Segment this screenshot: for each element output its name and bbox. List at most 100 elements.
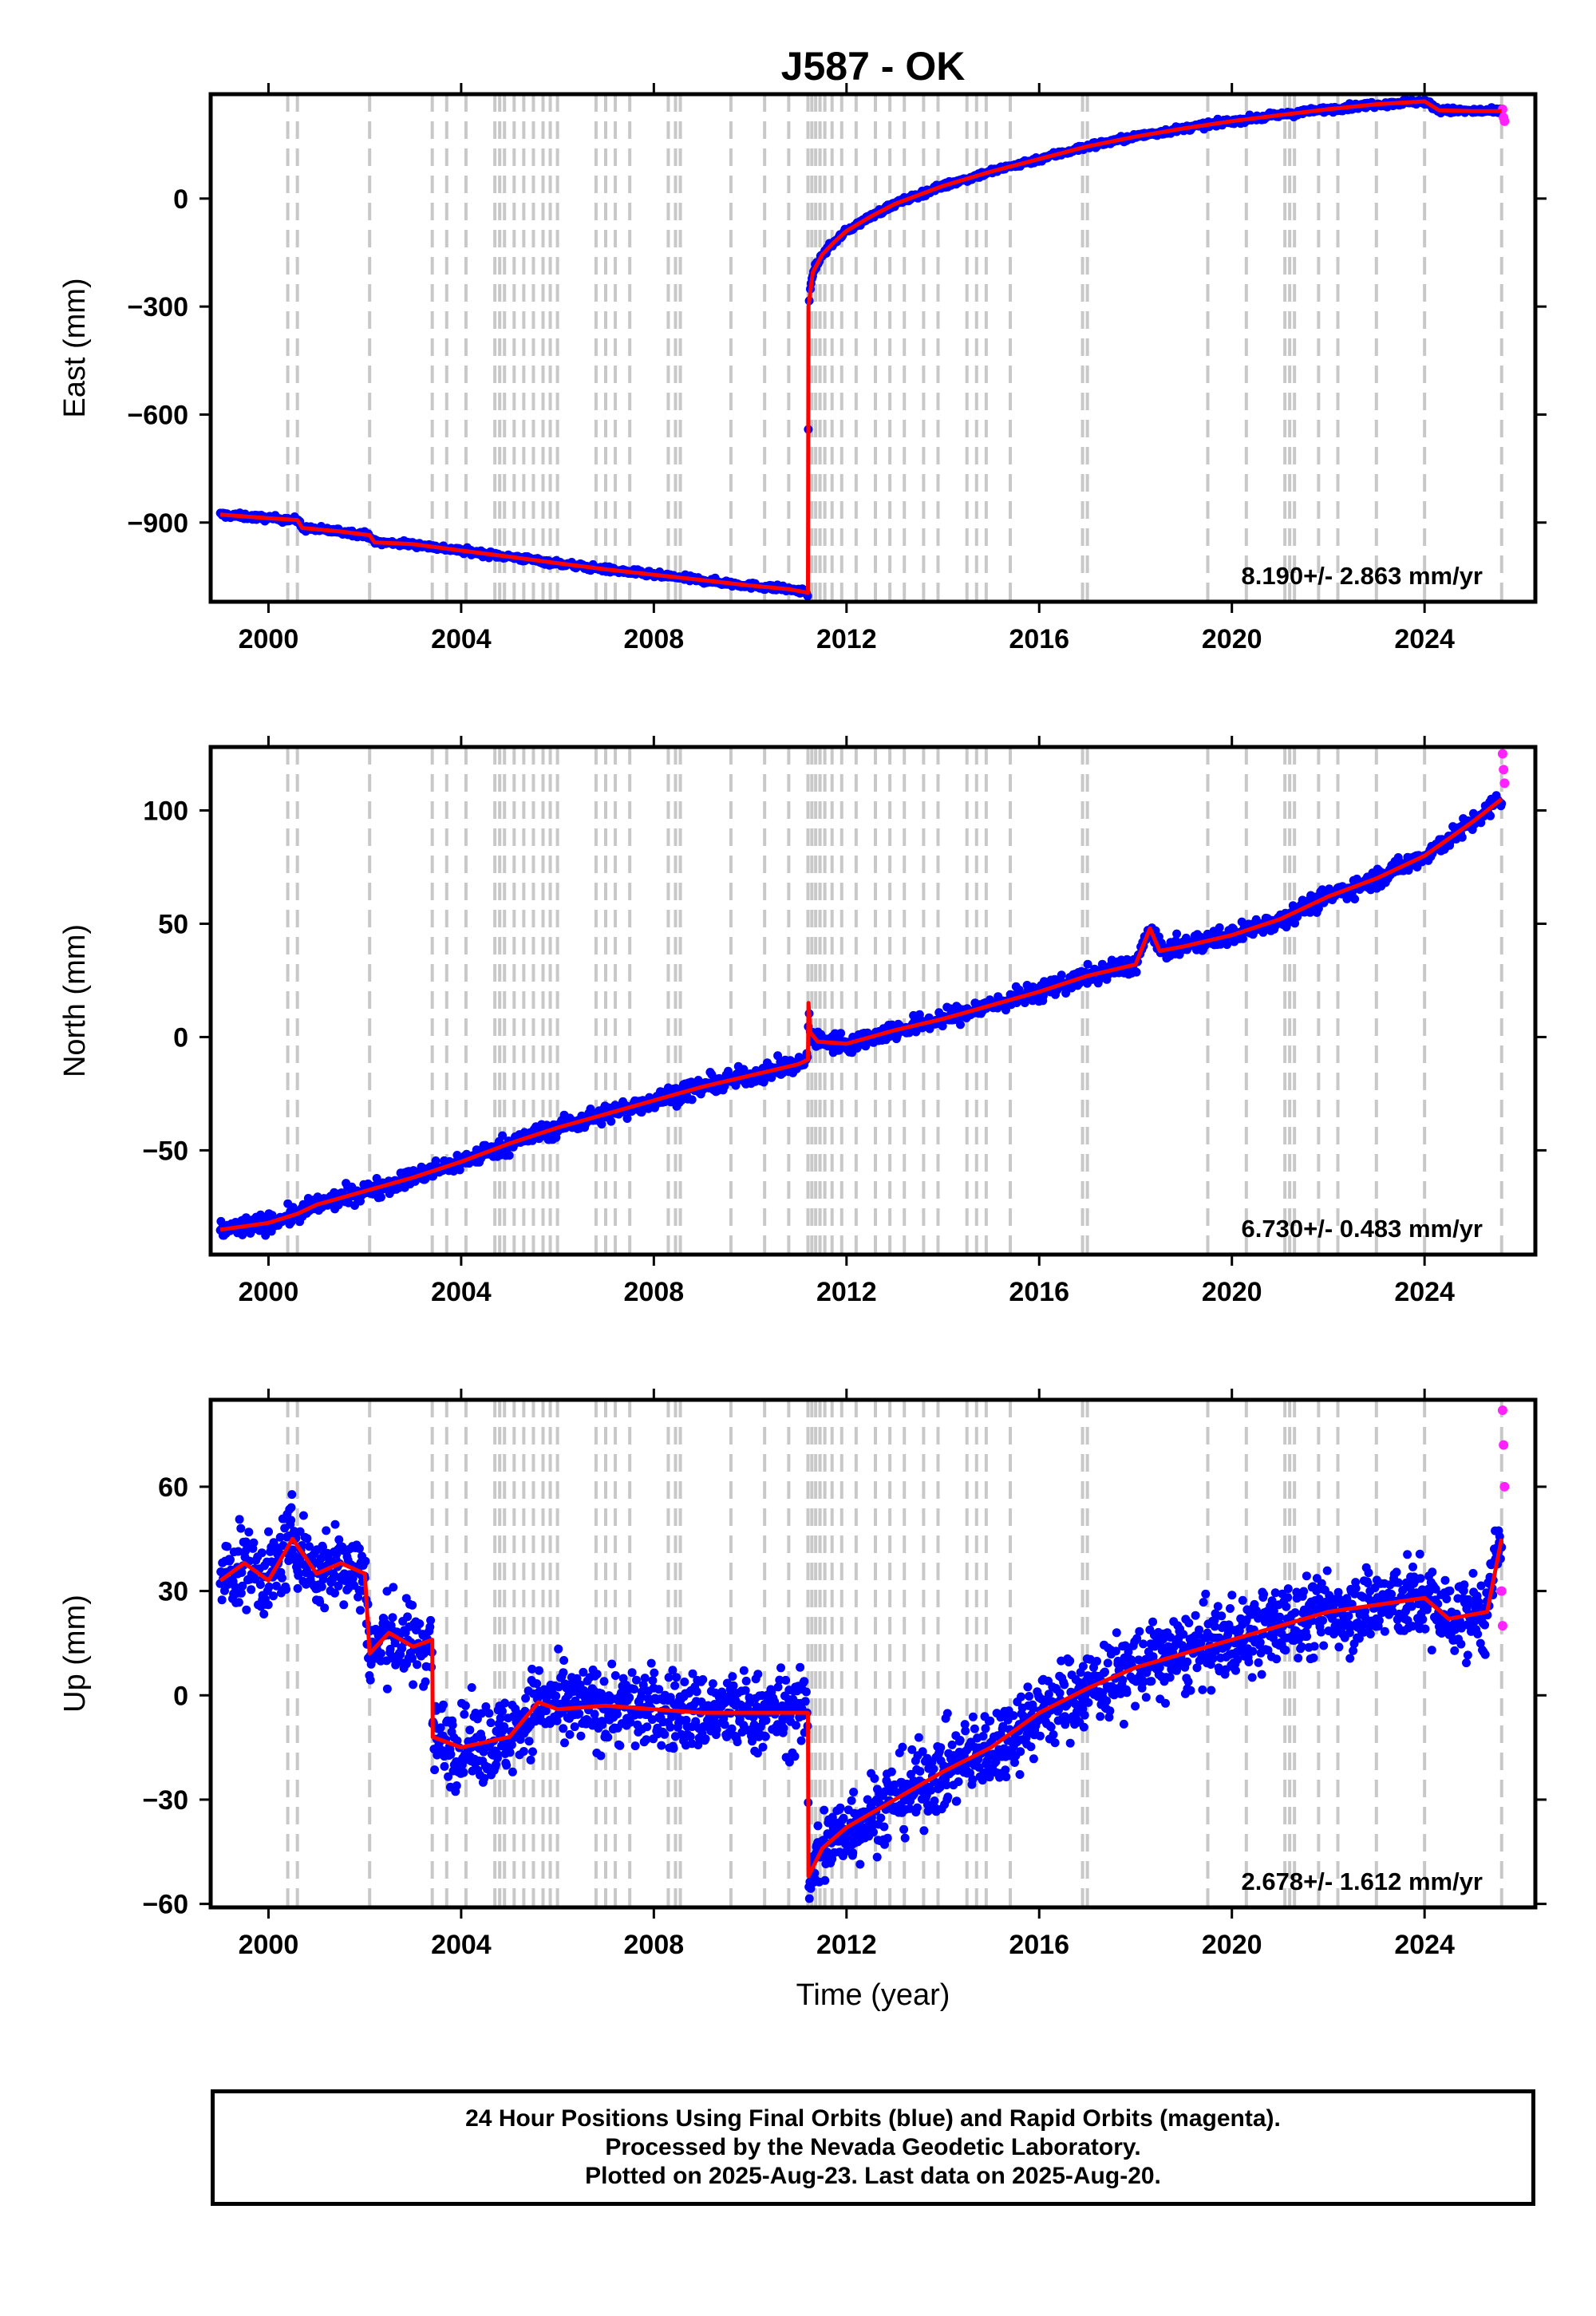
final-orbit-point: [898, 1742, 907, 1752]
final-orbit-point: [1001, 1773, 1011, 1781]
final-orbit-point: [235, 1515, 244, 1524]
final-orbit-point: [496, 1713, 505, 1723]
final-orbit-point: [813, 1821, 823, 1831]
final-orbit-point: [590, 1709, 599, 1719]
final-orbit-point: [257, 1548, 267, 1558]
final-orbit-point: [918, 1747, 927, 1757]
final-orbit-point: [286, 1516, 296, 1525]
final-orbit-point: [339, 1600, 349, 1610]
final-orbit-point: [403, 1612, 413, 1622]
chart-title: J587 - OK: [781, 44, 966, 89]
final-orbit-point: [486, 1718, 496, 1728]
final-orbit-point: [436, 1723, 445, 1733]
final-orbit-point: [277, 1573, 286, 1583]
final-orbit-point: [298, 1511, 308, 1520]
final-orbit-point: [1122, 1688, 1132, 1697]
final-orbit-point: [481, 1702, 491, 1711]
final-orbit-point: [691, 1717, 701, 1726]
final-orbit-point: [978, 1732, 988, 1741]
final-orbit-point: [986, 1716, 995, 1725]
rapid-orbit-point: [1499, 778, 1510, 788]
final-orbit-point: [576, 1731, 586, 1741]
final-orbit-point: [776, 1663, 785, 1673]
final-orbit-point: [236, 1588, 246, 1598]
chart-panel: 2000 2004 2008 2012 2016 2020 2024−50050100Nor…: [58, 736, 1547, 1307]
final-orbit-point: [305, 1542, 314, 1551]
final-orbit-point: [672, 1673, 681, 1682]
final-orbit-point: [492, 1760, 500, 1769]
final-orbit-point: [625, 1693, 634, 1702]
final-orbit-point: [849, 1788, 859, 1796]
final-orbit-point: [1103, 1658, 1112, 1668]
final-orbit-point: [790, 1752, 800, 1761]
final-orbit-point: [1084, 1697, 1093, 1707]
final-orbit-point: [592, 1670, 602, 1679]
final-orbit-point: [1172, 929, 1182, 939]
final-orbit-point: [728, 1672, 737, 1682]
final-orbit-point: [234, 1598, 243, 1607]
final-orbit-point: [1092, 1657, 1101, 1666]
final-orbit-point: [1029, 1754, 1038, 1764]
final-orbit-point: [597, 1689, 606, 1698]
final-orbit-point: [286, 1503, 296, 1512]
y-tick-label: 50: [158, 909, 188, 939]
final-orbit-point: [749, 1713, 758, 1722]
final-orbit-point: [249, 1538, 259, 1547]
final-orbit-point: [1139, 1639, 1148, 1649]
final-orbit-point: [749, 1720, 759, 1729]
final-orbit-point: [1083, 959, 1092, 969]
x-tick-label: 2016: [1009, 624, 1069, 654]
final-orbit-point: [955, 1736, 965, 1745]
final-orbit-point: [524, 1737, 534, 1746]
y-axis-label: East (mm): [58, 278, 92, 417]
final-orbit-point: [1035, 1731, 1045, 1741]
final-orbit-point: [527, 1664, 537, 1674]
final-orbit-point: [1132, 1634, 1142, 1643]
y-tick-label: −50: [142, 1136, 188, 1166]
final-orbit-point: [226, 1555, 235, 1564]
final-orbit-point: [1147, 1677, 1156, 1686]
final-orbit-point: [796, 1662, 805, 1672]
final-orbit-point: [236, 1524, 246, 1533]
final-orbit-point: [900, 1833, 910, 1843]
final-orbit-point: [467, 1683, 476, 1692]
final-orbit-point: [613, 1709, 622, 1719]
final-orbit-point: [430, 1765, 440, 1775]
final-orbit-point: [237, 1567, 247, 1577]
final-orbit-point: [575, 1709, 584, 1718]
x-tick-label: 2008: [624, 624, 685, 654]
final-orbit-point: [455, 1165, 464, 1175]
final-orbit-point: [1457, 832, 1467, 842]
final-orbit-point: [452, 1781, 461, 1790]
rate-annotation: 8.190+/- 2.863 mm/yr: [1242, 562, 1483, 590]
final-orbit-point: [784, 1757, 794, 1767]
final-orbit-point: [642, 1735, 651, 1745]
data-points: [215, 1405, 1510, 1903]
final-orbit-point: [848, 1848, 858, 1858]
final-orbit-point: [753, 1670, 763, 1679]
final-orbit-point: [669, 1744, 678, 1753]
final-orbit-point: [781, 1675, 791, 1685]
final-orbit-point: [831, 1818, 840, 1828]
final-orbit-point: [650, 1668, 659, 1678]
final-orbit-point: [586, 1105, 595, 1113]
final-orbit-point: [431, 1156, 440, 1165]
final-orbit-point: [255, 1580, 265, 1589]
final-orbit-point: [666, 1693, 675, 1702]
y-tick-label: −900: [127, 508, 188, 539]
final-orbit-point: [985, 1773, 994, 1782]
final-orbit-point: [660, 1729, 670, 1739]
final-orbit-point: [498, 1706, 507, 1716]
final-orbit-point: [264, 1582, 274, 1591]
final-orbit-point: [1207, 1686, 1216, 1695]
final-orbit-point: [541, 1706, 551, 1716]
final-orbit-point: [970, 1724, 979, 1733]
final-orbit-point: [693, 1741, 703, 1749]
final-orbit-point: [1118, 1675, 1128, 1685]
final-orbit-point: [606, 1117, 616, 1126]
final-orbit-point: [459, 1768, 468, 1777]
final-orbit-point: [397, 1644, 407, 1653]
final-orbit-point: [377, 1192, 385, 1202]
final-orbit-point: [382, 1684, 392, 1694]
final-orbit-point: [263, 1600, 273, 1610]
